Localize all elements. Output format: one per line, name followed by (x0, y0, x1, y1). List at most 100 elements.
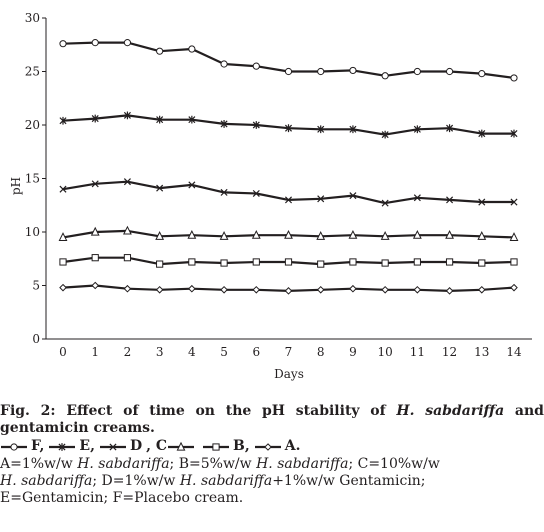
data-point (109, 443, 117, 451)
x-tick-label: 4 (188, 345, 196, 359)
data-point (413, 285, 422, 294)
data-point (478, 198, 486, 206)
caption-title-end: and gentamicin creams. (0, 403, 544, 437)
data-point (123, 178, 131, 186)
caption-title: Fig. 2: Effect of time on the pH stabili… (0, 403, 544, 438)
caption-legend: F, E, D, C B, A. (0, 438, 544, 456)
data-point (220, 285, 228, 294)
series-A (59, 281, 518, 295)
def-d-end: +1%w/w Gentamicin; (272, 472, 426, 489)
data-point (59, 283, 67, 292)
y-tick-label: 20 (25, 118, 40, 132)
figure-caption: Fig. 2: Effect of time on the pH stabili… (0, 403, 544, 507)
data-point (478, 259, 486, 267)
data-point (510, 198, 518, 206)
x-tick-label: 10 (378, 345, 393, 359)
data-point (317, 67, 325, 76)
data-point (252, 189, 260, 198)
x-tick-label: 11 (410, 345, 425, 359)
data-point (317, 260, 325, 268)
data-point (188, 115, 196, 124)
data-point (445, 287, 454, 295)
caption-definitions: A=1%w/w H. sabdariffa; B=5%w/w H. sabdar… (0, 456, 544, 508)
data-point (316, 285, 325, 294)
x-tick-label: 7 (285, 345, 293, 359)
data-point (220, 60, 228, 68)
data-point (252, 285, 261, 294)
data-point (187, 229, 197, 239)
data-point (59, 258, 67, 266)
legend-label: F, (31, 437, 45, 454)
data-point (251, 229, 261, 239)
y-tick-label: 10 (25, 225, 40, 239)
x-tick-label: 6 (252, 345, 260, 359)
legend-label: , C (146, 437, 167, 454)
data-point (91, 39, 99, 47)
data-point (219, 231, 229, 240)
x-tick-label: 9 (349, 345, 357, 359)
def-c-italic: H. sabdariffa (0, 472, 93, 489)
data-point (188, 45, 196, 53)
data-point (155, 285, 164, 294)
data-point (284, 229, 293, 239)
data-point (349, 125, 357, 134)
def-d-italic: H. sabdariffa (179, 472, 273, 489)
data-point (10, 442, 18, 451)
data-point (176, 441, 186, 451)
def-b: ; B=5%w/w (169, 455, 257, 472)
data-point (156, 47, 164, 55)
data-point (188, 284, 196, 293)
series-C (58, 225, 519, 241)
data-point (380, 231, 390, 240)
x-tick-label: 2 (124, 345, 132, 359)
data-point (156, 115, 164, 124)
legend-label: A. (284, 437, 301, 454)
data-point (252, 258, 260, 266)
y-tick-label: 5 (32, 279, 40, 293)
data-point (156, 184, 164, 192)
data-point (349, 258, 357, 266)
data-point (381, 72, 389, 80)
data-point (263, 442, 272, 451)
figure-label: Fig. 2: (0, 403, 56, 419)
data-point (446, 124, 454, 133)
data-point (381, 285, 389, 294)
data-point (510, 258, 518, 266)
data-point (284, 67, 293, 76)
x-axis-title: Days (274, 367, 304, 381)
def-c: ; C=10%w/w (348, 455, 440, 472)
def-e-f: E=Gentamicin; F=Placebo cream. (0, 490, 244, 507)
series-E (59, 111, 518, 139)
data-point (412, 229, 422, 239)
legend-diamond-icon (254, 442, 281, 451)
data-point (510, 283, 518, 292)
data-point (317, 125, 325, 134)
data-point (284, 287, 293, 295)
data-point (220, 259, 228, 267)
legend-label: D (129, 437, 143, 454)
legend-x-icon (99, 443, 126, 451)
legend-item: , C (146, 438, 198, 455)
data-point (477, 231, 487, 240)
data-point (349, 192, 357, 200)
data-point (252, 121, 260, 129)
legend-label: B, (232, 437, 250, 454)
data-point (220, 120, 228, 128)
x-tick-label: 8 (317, 345, 325, 359)
data-point (188, 181, 196, 189)
data-point (478, 70, 486, 78)
def-d: ; D=1%w/w (92, 472, 180, 489)
legend-label: E, (79, 437, 95, 454)
caption-title-text: Effect of time on the pH stability of (55, 403, 397, 419)
data-point (284, 124, 293, 133)
data-point (156, 260, 164, 268)
data-point (413, 258, 421, 266)
def-a: A=1%w/w (0, 455, 78, 472)
data-point (445, 67, 454, 76)
legend-triangle-icon (167, 441, 194, 451)
data-point (123, 254, 132, 262)
x-tick-label: 1 (91, 345, 99, 359)
data-point (123, 39, 132, 47)
y-axis-title: pH (9, 177, 23, 195)
